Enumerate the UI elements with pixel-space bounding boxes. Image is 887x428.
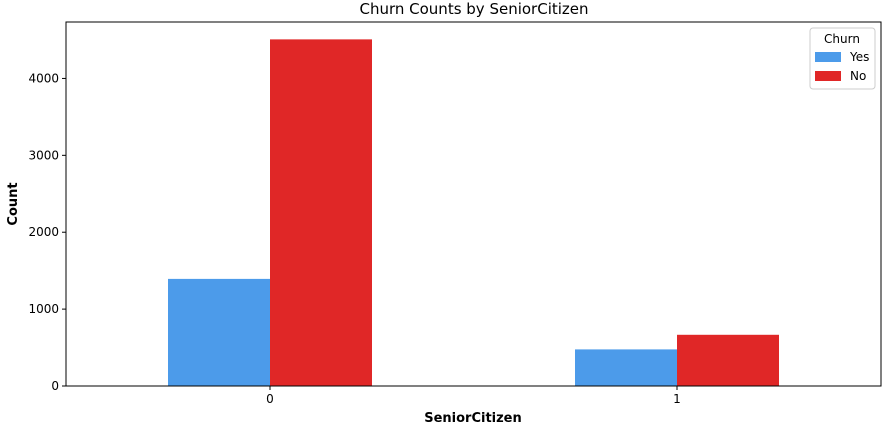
legend-title: Churn xyxy=(824,32,860,46)
bar-yes-1 xyxy=(575,349,677,386)
bars-group xyxy=(168,39,779,387)
bar-no-1 xyxy=(677,334,779,386)
y-axis-label: Count xyxy=(6,182,21,225)
legend-swatch-yes xyxy=(815,52,841,62)
x-tick-label: 1 xyxy=(673,392,681,406)
legend: Churn Yes No xyxy=(809,27,876,90)
y-tick-label: 4000 xyxy=(28,71,59,85)
bar-yes-0 xyxy=(168,278,270,386)
legend-label-no: No xyxy=(850,69,866,83)
y-tick-label: 1000 xyxy=(28,302,59,316)
legend-swatch-no xyxy=(815,71,841,81)
bar-no-0 xyxy=(270,39,372,387)
chart-title: Churn Counts by SeniorCitizen xyxy=(359,0,588,18)
x-tick-label: 0 xyxy=(266,392,274,406)
y-tick-label: 0 xyxy=(51,379,59,393)
y-axis: 0 1000 2000 3000 4000 xyxy=(28,71,66,393)
y-tick-label: 3000 xyxy=(28,148,59,162)
legend-label-yes: Yes xyxy=(849,50,869,64)
plot-frame xyxy=(65,21,882,387)
y-tick-label: 2000 xyxy=(28,225,59,239)
x-axis-label: SeniorCitizen xyxy=(424,411,522,426)
